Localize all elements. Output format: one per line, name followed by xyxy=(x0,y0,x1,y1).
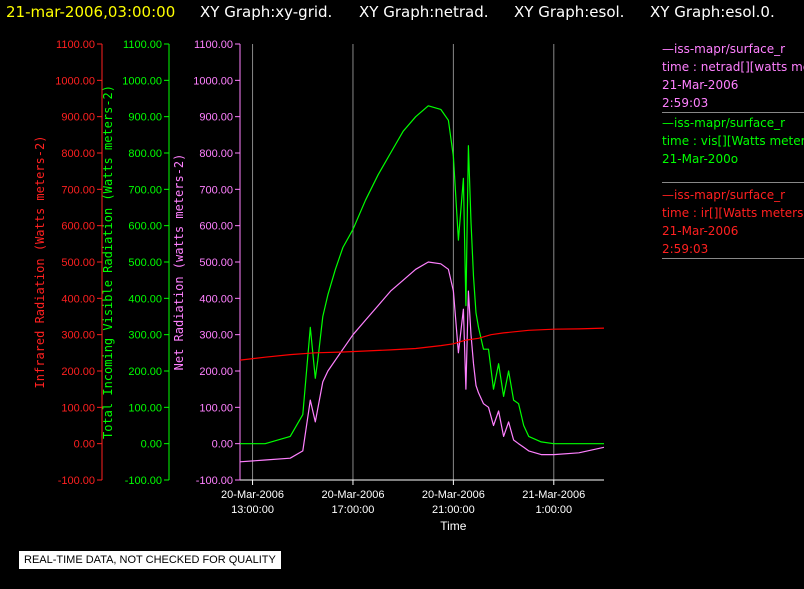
y-tick-label: -100.00 xyxy=(58,475,95,487)
y-tick-label: 900.00 xyxy=(61,112,95,124)
y-tick-label: 800.00 xyxy=(199,148,233,160)
legend-vis-source: —iss-mapr/surface_r xyxy=(662,116,786,130)
legend-ir-variable: time : ir[][Watts meters xyxy=(662,206,804,220)
legend-netrad-date: 21-Mar-2006 xyxy=(662,78,739,92)
y-tick-label: 200.00 xyxy=(128,366,162,378)
series-line-ir xyxy=(239,327,605,361)
legend-ir-date: 21-Mar-2006 xyxy=(662,224,739,238)
y-tick-label: 400.00 xyxy=(128,293,162,305)
graph-title-esol: XY Graph:esol. xyxy=(514,3,625,21)
x-tick-label-date: 21-Mar-2006 xyxy=(522,489,585,501)
y-tick-label: 300.00 xyxy=(128,330,162,342)
x-tick-label-date: 20-Mar-2006 xyxy=(221,489,284,501)
x-tick-label-time: 17:00:00 xyxy=(332,504,375,516)
series-line-netrad xyxy=(239,261,605,463)
legend-entry-ir: —iss-mapr/surface_r time : ir[][Watts me… xyxy=(662,186,804,258)
x-tick-label-time: 1:00:00 xyxy=(535,504,572,516)
legend-entry-vis: —iss-mapr/surface_r time : vis[][Watts m… xyxy=(662,114,804,168)
y-tick-label: -100.00 xyxy=(125,475,162,487)
y-tick-label: 1100.00 xyxy=(194,39,233,51)
chart-timestamp: 21-mar-2006,03:00:00 xyxy=(6,3,176,21)
y-tick-label: 700.00 xyxy=(61,184,95,196)
y-tick-label: 100.00 xyxy=(128,402,162,414)
y-tick-label: 0.00 xyxy=(141,439,162,451)
x-tick-label-time: 21:00:00 xyxy=(432,504,475,516)
y-tick-label: 700.00 xyxy=(199,184,233,196)
y-tick-label: 700.00 xyxy=(128,184,162,196)
graph-title-xy-grid: XY Graph:xy-grid. xyxy=(200,3,333,21)
legend-entry-netrad: —iss-mapr/surface_r time : netrad[][watt… xyxy=(662,40,804,112)
y-tick-label: 600.00 xyxy=(128,221,162,233)
legend-divider xyxy=(662,112,804,113)
y-tick-label: 600.00 xyxy=(61,221,95,233)
y-tick-label: 100.00 xyxy=(199,402,233,414)
quality-notice: REAL-TIME DATA, NOT CHECKED FOR QUALITY xyxy=(19,551,281,569)
y-tick-label: 500.00 xyxy=(61,257,95,269)
y-tick-label: 0.00 xyxy=(74,439,95,451)
y-axis-label: Total Incoming Visible Radiation (Watts … xyxy=(101,85,115,439)
y-tick-label: 900.00 xyxy=(128,112,162,124)
y-tick-label: 1100.00 xyxy=(56,39,95,51)
y-tick-label: 400.00 xyxy=(199,293,233,305)
y-tick-label: 0.00 xyxy=(212,439,233,451)
legend-vis-date: 21-Mar-200o xyxy=(662,152,739,166)
y-tick-label: 500.00 xyxy=(199,257,233,269)
y-tick-label: 900.00 xyxy=(199,112,233,124)
y-tick-label: 200.00 xyxy=(199,366,233,378)
y-tick-label: 1000.00 xyxy=(193,75,233,87)
y-tick-label: 200.00 xyxy=(61,366,95,378)
y-tick-label: 800.00 xyxy=(61,148,95,160)
y-tick-label: 300.00 xyxy=(199,330,233,342)
series-line-vis xyxy=(240,105,604,445)
y-axis-label: Net Radiation (watts meters-2) xyxy=(172,154,186,371)
legend-vis-variable: time : vis[][Watts meter xyxy=(662,134,804,148)
graph-title-esol-0: XY Graph:esol.0. xyxy=(650,3,775,21)
y-tick-label: 500.00 xyxy=(128,257,162,269)
x-tick-label-date: 20-Mar-2006 xyxy=(321,489,384,501)
y-tick-label: 800.00 xyxy=(128,148,162,160)
legend-divider xyxy=(662,182,804,183)
x-axis-label: Time xyxy=(440,519,467,533)
y-tick-label: 300.00 xyxy=(61,330,95,342)
y-tick-label: 1000.00 xyxy=(55,75,95,87)
graph-title-netrad: XY Graph:netrad. xyxy=(359,3,489,21)
legend-ir-time: 2:59:03 xyxy=(662,242,709,256)
legend-netrad-time: 2:59:03 xyxy=(662,96,709,110)
y-tick-label: 400.00 xyxy=(61,293,95,305)
y-axis-label: Infrared Radiation (Watts meters-2) xyxy=(33,136,47,389)
legend-netrad-variable: time : netrad[][watts me xyxy=(662,60,804,74)
y-tick-label: 600.00 xyxy=(199,221,233,233)
y-tick-label: 1100.00 xyxy=(123,39,162,51)
legend-ir-source: —iss-mapr/surface_r xyxy=(662,188,786,202)
y-tick-label: 1000.00 xyxy=(122,75,162,87)
y-tick-label: -100.00 xyxy=(196,475,233,487)
legend-divider xyxy=(662,258,804,259)
x-tick-label-date: 20-Mar-2006 xyxy=(422,489,485,501)
y-tick-label: 100.00 xyxy=(61,402,95,414)
x-tick-label-time: 13:00:00 xyxy=(231,504,274,516)
legend-netrad-source: —iss-mapr/surface_r xyxy=(662,42,786,56)
